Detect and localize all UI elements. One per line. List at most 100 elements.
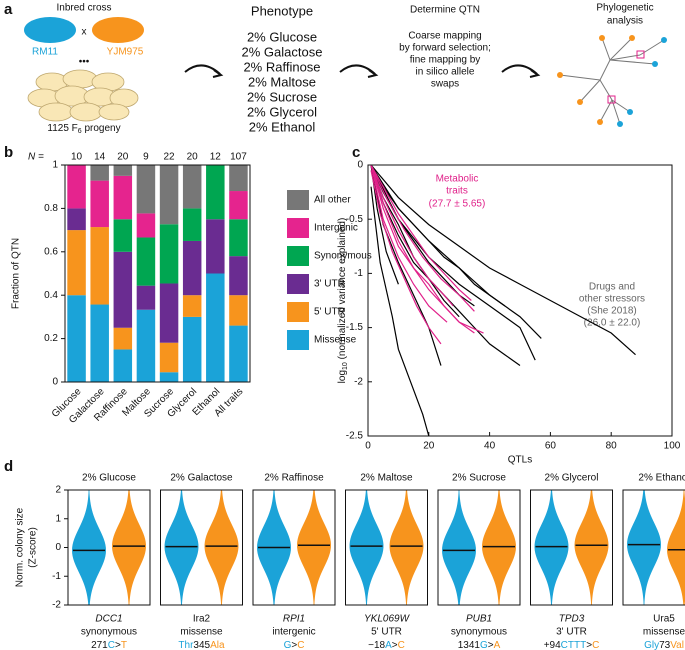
- y-axis-label: (Z-score): [28, 527, 39, 568]
- y-tick-label: 1: [52, 160, 58, 171]
- violin: [164, 490, 199, 605]
- annotation: traits: [446, 186, 468, 197]
- y-tick-label: -1: [354, 268, 363, 279]
- violin: [112, 490, 146, 605]
- y-label-subscript: 10: [342, 362, 349, 370]
- n-value: 10: [71, 152, 83, 163]
- y-tick-label: 1: [55, 513, 61, 524]
- qtn-text: in silico allele: [416, 67, 475, 78]
- bar-segment: [136, 165, 156, 214]
- violin: [204, 490, 239, 605]
- y-axis-label: log10 (normalized variance explained): [337, 218, 349, 384]
- line: [370, 170, 442, 345]
- allele-part: A: [385, 640, 392, 650]
- allele: 271C>T: [91, 640, 127, 650]
- n-value: 9: [143, 152, 149, 163]
- bar-segment: [159, 342, 179, 373]
- bar-segment: [113, 175, 133, 220]
- bar-segment: [90, 165, 109, 181]
- allele-part: −18: [368, 640, 385, 650]
- arrow-head: [367, 69, 379, 78]
- y-tick-label: 0: [357, 160, 363, 171]
- panel-title: 2% Glucose: [82, 473, 136, 484]
- legend-swatch: [287, 190, 309, 210]
- line: [370, 164, 472, 301]
- variant: 5' UTR: [371, 627, 402, 638]
- bar-segment: [90, 180, 109, 228]
- bar-segment: [206, 165, 225, 220]
- violin: [72, 490, 106, 605]
- bar-segment: [229, 295, 248, 326]
- legend-swatch: [287, 330, 309, 350]
- qtn-text: Coarse mapping: [408, 31, 481, 42]
- plot-frame: [64, 164, 251, 383]
- x-tick-label: 40: [484, 441, 496, 452]
- variant: missense: [643, 627, 685, 638]
- bar-segment: [159, 165, 179, 225]
- bar-segment: [136, 309, 156, 382]
- n-value: 20: [117, 152, 129, 163]
- x-tick-label: 0: [365, 441, 371, 452]
- cross-title: Inbred cross: [56, 3, 111, 14]
- line: [370, 164, 454, 307]
- qtn-text: fine mapping by: [410, 55, 481, 66]
- y-tick-label: -1.5: [346, 322, 364, 333]
- arrow-head: [529, 69, 541, 78]
- allele-part: >: [488, 640, 494, 650]
- progeny-cells: [27, 69, 139, 122]
- plot-frame: [252, 489, 336, 606]
- violin: [667, 490, 685, 605]
- panel-title: 2% Maltose: [360, 473, 413, 484]
- parent-label: YJM975: [107, 47, 144, 58]
- progeny-subscript: 6: [78, 128, 82, 135]
- bar-segment: [182, 165, 202, 209]
- gene: DCC1: [95, 614, 122, 625]
- allele-part: T: [121, 640, 127, 650]
- allele-part: 345: [193, 640, 210, 650]
- phenotype: 2% Glucose: [247, 29, 317, 44]
- variant: synonymous: [451, 627, 507, 638]
- bar-segment: [159, 372, 179, 382]
- legend-swatch: [287, 274, 309, 294]
- y-tick-label: -2: [52, 600, 61, 611]
- legend-label: All other: [314, 195, 351, 206]
- x-tick-label: 20: [423, 441, 435, 452]
- y-label-part: log: [337, 370, 348, 383]
- n-label: N =: [28, 152, 44, 163]
- phenotype: 2% Ethanol: [249, 119, 316, 134]
- line: [370, 164, 442, 366]
- violin: [482, 490, 516, 605]
- panel-title: 2% Galactose: [170, 473, 233, 484]
- x-tick-label: 80: [606, 441, 618, 452]
- legend-swatch: [287, 218, 309, 238]
- n-value: 22: [164, 152, 176, 163]
- panel-title: 2% Raffinose: [264, 473, 324, 484]
- allele: Gly73Val: [644, 640, 684, 650]
- plot-frame: [160, 489, 243, 606]
- gene: Ira2: [193, 614, 211, 625]
- panel-letter: a: [4, 1, 13, 18]
- bar-segment: [113, 219, 133, 252]
- y-tick-label: 2: [55, 485, 61, 496]
- allele-part: Gly: [644, 640, 659, 650]
- bar-segment: [113, 327, 133, 350]
- phenotype: 2% Sucrose: [247, 89, 317, 104]
- bar-segment: [206, 219, 225, 274]
- parent-cell: [92, 17, 144, 43]
- ellipsis: •••: [79, 57, 90, 68]
- n-value: 107: [230, 152, 247, 163]
- allele: Thr345Ala: [178, 640, 225, 650]
- bar-segment: [229, 165, 248, 192]
- bar-segment: [229, 256, 248, 296]
- plot-frame: [345, 489, 428, 606]
- progeny-text: progeny: [82, 123, 121, 134]
- y-tick-label: 0.6: [44, 246, 58, 257]
- annotation: Drugs and: [589, 282, 635, 293]
- panel-letter: b: [4, 144, 13, 161]
- allele-part: >: [586, 640, 592, 650]
- y-tick-label: 0: [52, 377, 58, 388]
- bar-segment: [67, 208, 86, 231]
- allele-part: C: [398, 640, 405, 650]
- line: [370, 164, 636, 356]
- bar-segment: [182, 240, 202, 296]
